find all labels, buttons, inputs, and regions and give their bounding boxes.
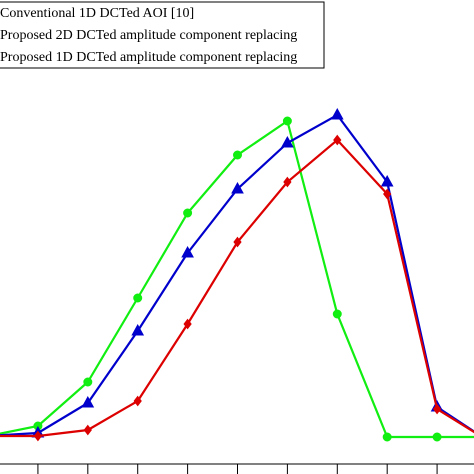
legend-box bbox=[0, 1, 325, 69]
legend: Conventional 1D DCTed AOI [10] Proposed 2… bbox=[0, 1, 325, 69]
data-point bbox=[233, 236, 242, 248]
data-point bbox=[131, 323, 145, 336]
data-point bbox=[432, 432, 442, 442]
data-point bbox=[183, 208, 193, 218]
data-point bbox=[83, 377, 93, 387]
series-line bbox=[0, 119, 474, 439]
data-point bbox=[281, 135, 294, 148]
data-point bbox=[232, 150, 242, 160]
data-point bbox=[133, 293, 143, 303]
data-point bbox=[183, 318, 192, 330]
data-point bbox=[383, 188, 392, 200]
plot-area bbox=[0, 107, 474, 474]
data-point bbox=[333, 134, 342, 146]
data-point bbox=[283, 176, 292, 188]
legend-label: Proposed 1D DCTed amplitude component re… bbox=[0, 50, 297, 65]
legend-label: Conventional 1D DCTed AOI [10] bbox=[0, 6, 194, 21]
data-point bbox=[332, 309, 342, 319]
data-point bbox=[380, 174, 394, 187]
data-point bbox=[432, 403, 442, 415]
series-line bbox=[0, 113, 474, 437]
legend-label: Proposed 2D DCTed amplitude component re… bbox=[0, 28, 297, 43]
data-point bbox=[181, 245, 194, 258]
data-point bbox=[81, 395, 95, 408]
data-point bbox=[83, 424, 92, 436]
series bbox=[0, 134, 474, 442]
data-point bbox=[282, 116, 292, 126]
data-point bbox=[133, 395, 142, 407]
data-point bbox=[33, 430, 43, 442]
series bbox=[0, 116, 474, 442]
data-point bbox=[330, 107, 344, 120]
data-point bbox=[231, 181, 244, 194]
data-point bbox=[382, 432, 392, 442]
